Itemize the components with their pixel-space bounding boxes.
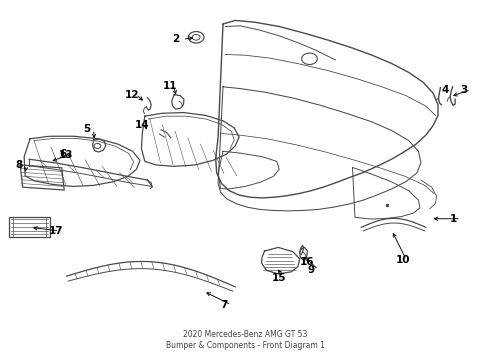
Text: 8: 8 [15,160,23,170]
Text: 1: 1 [450,214,458,224]
Text: 3: 3 [460,85,467,95]
Text: 2020 Mercedes-Benz AMG GT 53
Bumper & Components - Front Diagram 1: 2020 Mercedes-Benz AMG GT 53 Bumper & Co… [166,329,324,350]
Text: 2: 2 [172,35,179,44]
Text: 6: 6 [59,149,67,159]
Text: 16: 16 [300,257,314,267]
Text: 14: 14 [135,121,149,130]
Text: 5: 5 [83,124,90,134]
Text: 12: 12 [125,90,140,100]
Text: 9: 9 [308,265,315,275]
Text: 15: 15 [272,273,286,283]
Text: 11: 11 [163,81,177,91]
Text: 4: 4 [441,85,449,95]
Text: 17: 17 [49,226,63,236]
Text: 13: 13 [58,150,73,160]
Text: 7: 7 [220,300,228,310]
Text: 10: 10 [395,255,410,265]
Bar [9,217,49,237]
